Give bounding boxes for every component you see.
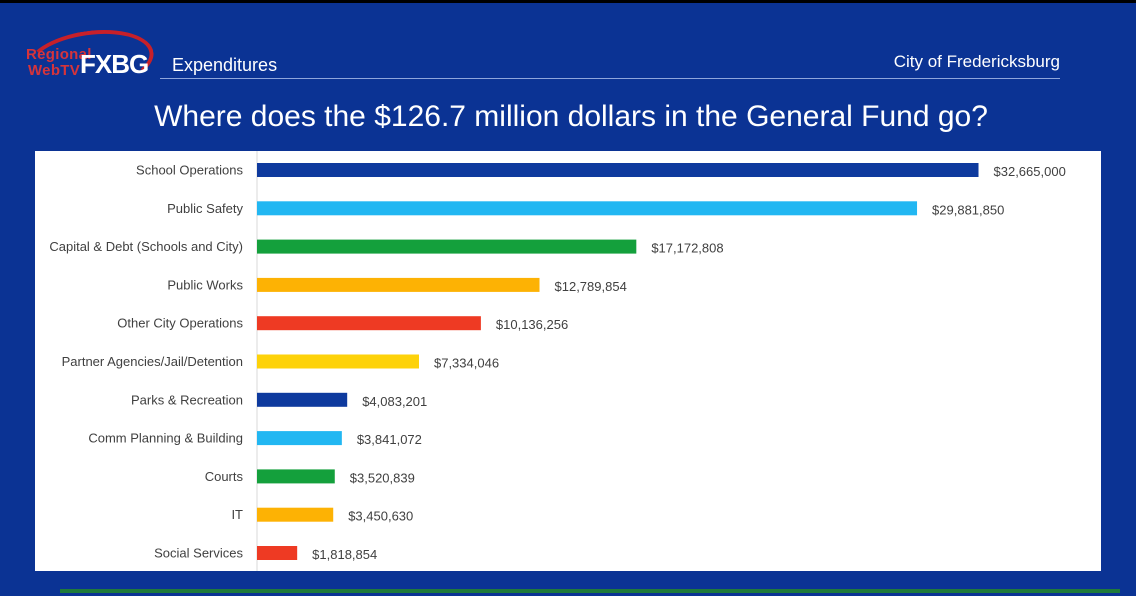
- data-label: $4,083,201: [362, 394, 427, 409]
- bottom-strip: [60, 589, 1120, 593]
- section-title: Expenditures: [172, 55, 278, 75]
- bar: [257, 546, 298, 560]
- header-divider: [160, 78, 1060, 79]
- slide: Regional WebTV FXBG Expenditures City of…: [0, 3, 1136, 596]
- bar: [257, 201, 918, 216]
- data-label: $32,665,000: [994, 164, 1066, 179]
- bar: [257, 431, 342, 446]
- bar: [257, 354, 419, 369]
- data-label: $3,841,072: [357, 432, 422, 447]
- data-label: $12,789,854: [555, 279, 627, 294]
- bar: [257, 163, 979, 177]
- bar: [257, 469, 335, 484]
- category-label: Parks & Recreation: [131, 392, 243, 407]
- bar: [257, 392, 348, 407]
- data-label: $1,818,854: [312, 547, 377, 562]
- bar-chart: School Operations $32,665,000 Public Safet…: [49, 151, 1066, 571]
- city-name: City of Fredericksburg: [893, 52, 1060, 71]
- category-label: Public Works: [167, 277, 243, 292]
- category-label: School Operations: [136, 163, 243, 178]
- data-label: $10,136,256: [496, 317, 568, 332]
- chart-title: Where does the $126.7 million dollars in…: [154, 100, 988, 133]
- logo-line2: WebTV: [28, 62, 81, 79]
- category-label: Social Services: [154, 546, 243, 561]
- bar: [257, 507, 334, 522]
- category-label: Other City Operations: [117, 316, 243, 331]
- data-label: $3,520,839: [350, 470, 415, 485]
- data-label: $3,450,630: [348, 509, 413, 524]
- data-label: $17,172,808: [651, 241, 723, 256]
- bar: [257, 277, 540, 292]
- category-label: Partner Agencies/Jail/Detention: [62, 354, 243, 369]
- logo-line1: Regional: [26, 46, 92, 63]
- category-label: Comm Planning & Building: [88, 431, 243, 446]
- chart-panel: School Operations $32,665,000 Public Safet…: [35, 151, 1101, 571]
- data-label: $7,334,046: [434, 356, 499, 371]
- bar: [257, 239, 637, 254]
- logo-main: FXBG: [80, 49, 149, 79]
- category-label: Capital & Debt (Schools and City): [49, 239, 243, 254]
- data-label: $29,881,850: [932, 202, 1004, 217]
- category-label: Courts: [205, 469, 244, 484]
- regional-webtv-logo: Regional WebTV FXBG: [22, 22, 162, 100]
- category-label: IT: [231, 507, 243, 522]
- category-label: Public Safety: [167, 201, 243, 216]
- bar: [257, 316, 481, 331]
